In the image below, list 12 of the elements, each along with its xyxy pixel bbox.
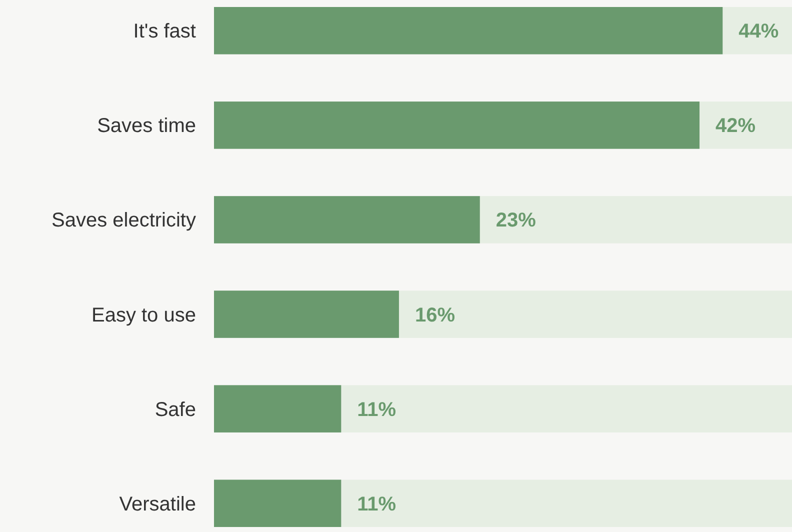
- data-label: 42%: [716, 115, 756, 138]
- y-tick-label: Easy to use: [91, 304, 196, 326]
- data-label: 23%: [496, 210, 536, 232]
- data-label: 44%: [738, 20, 779, 43]
- y-tick-label: Saves time: [97, 115, 196, 138]
- data-label: 16%: [414, 304, 456, 326]
- data-label: 11%: [357, 493, 396, 516]
- y-tick-label: Saves electricity: [52, 210, 196, 232]
- y-tick-label: Versatile: [119, 493, 196, 516]
- data-label: 11%: [357, 398, 396, 421]
- y-tick-label: It's fast: [133, 20, 196, 43]
- y-tick-label: Safe: [154, 398, 196, 421]
